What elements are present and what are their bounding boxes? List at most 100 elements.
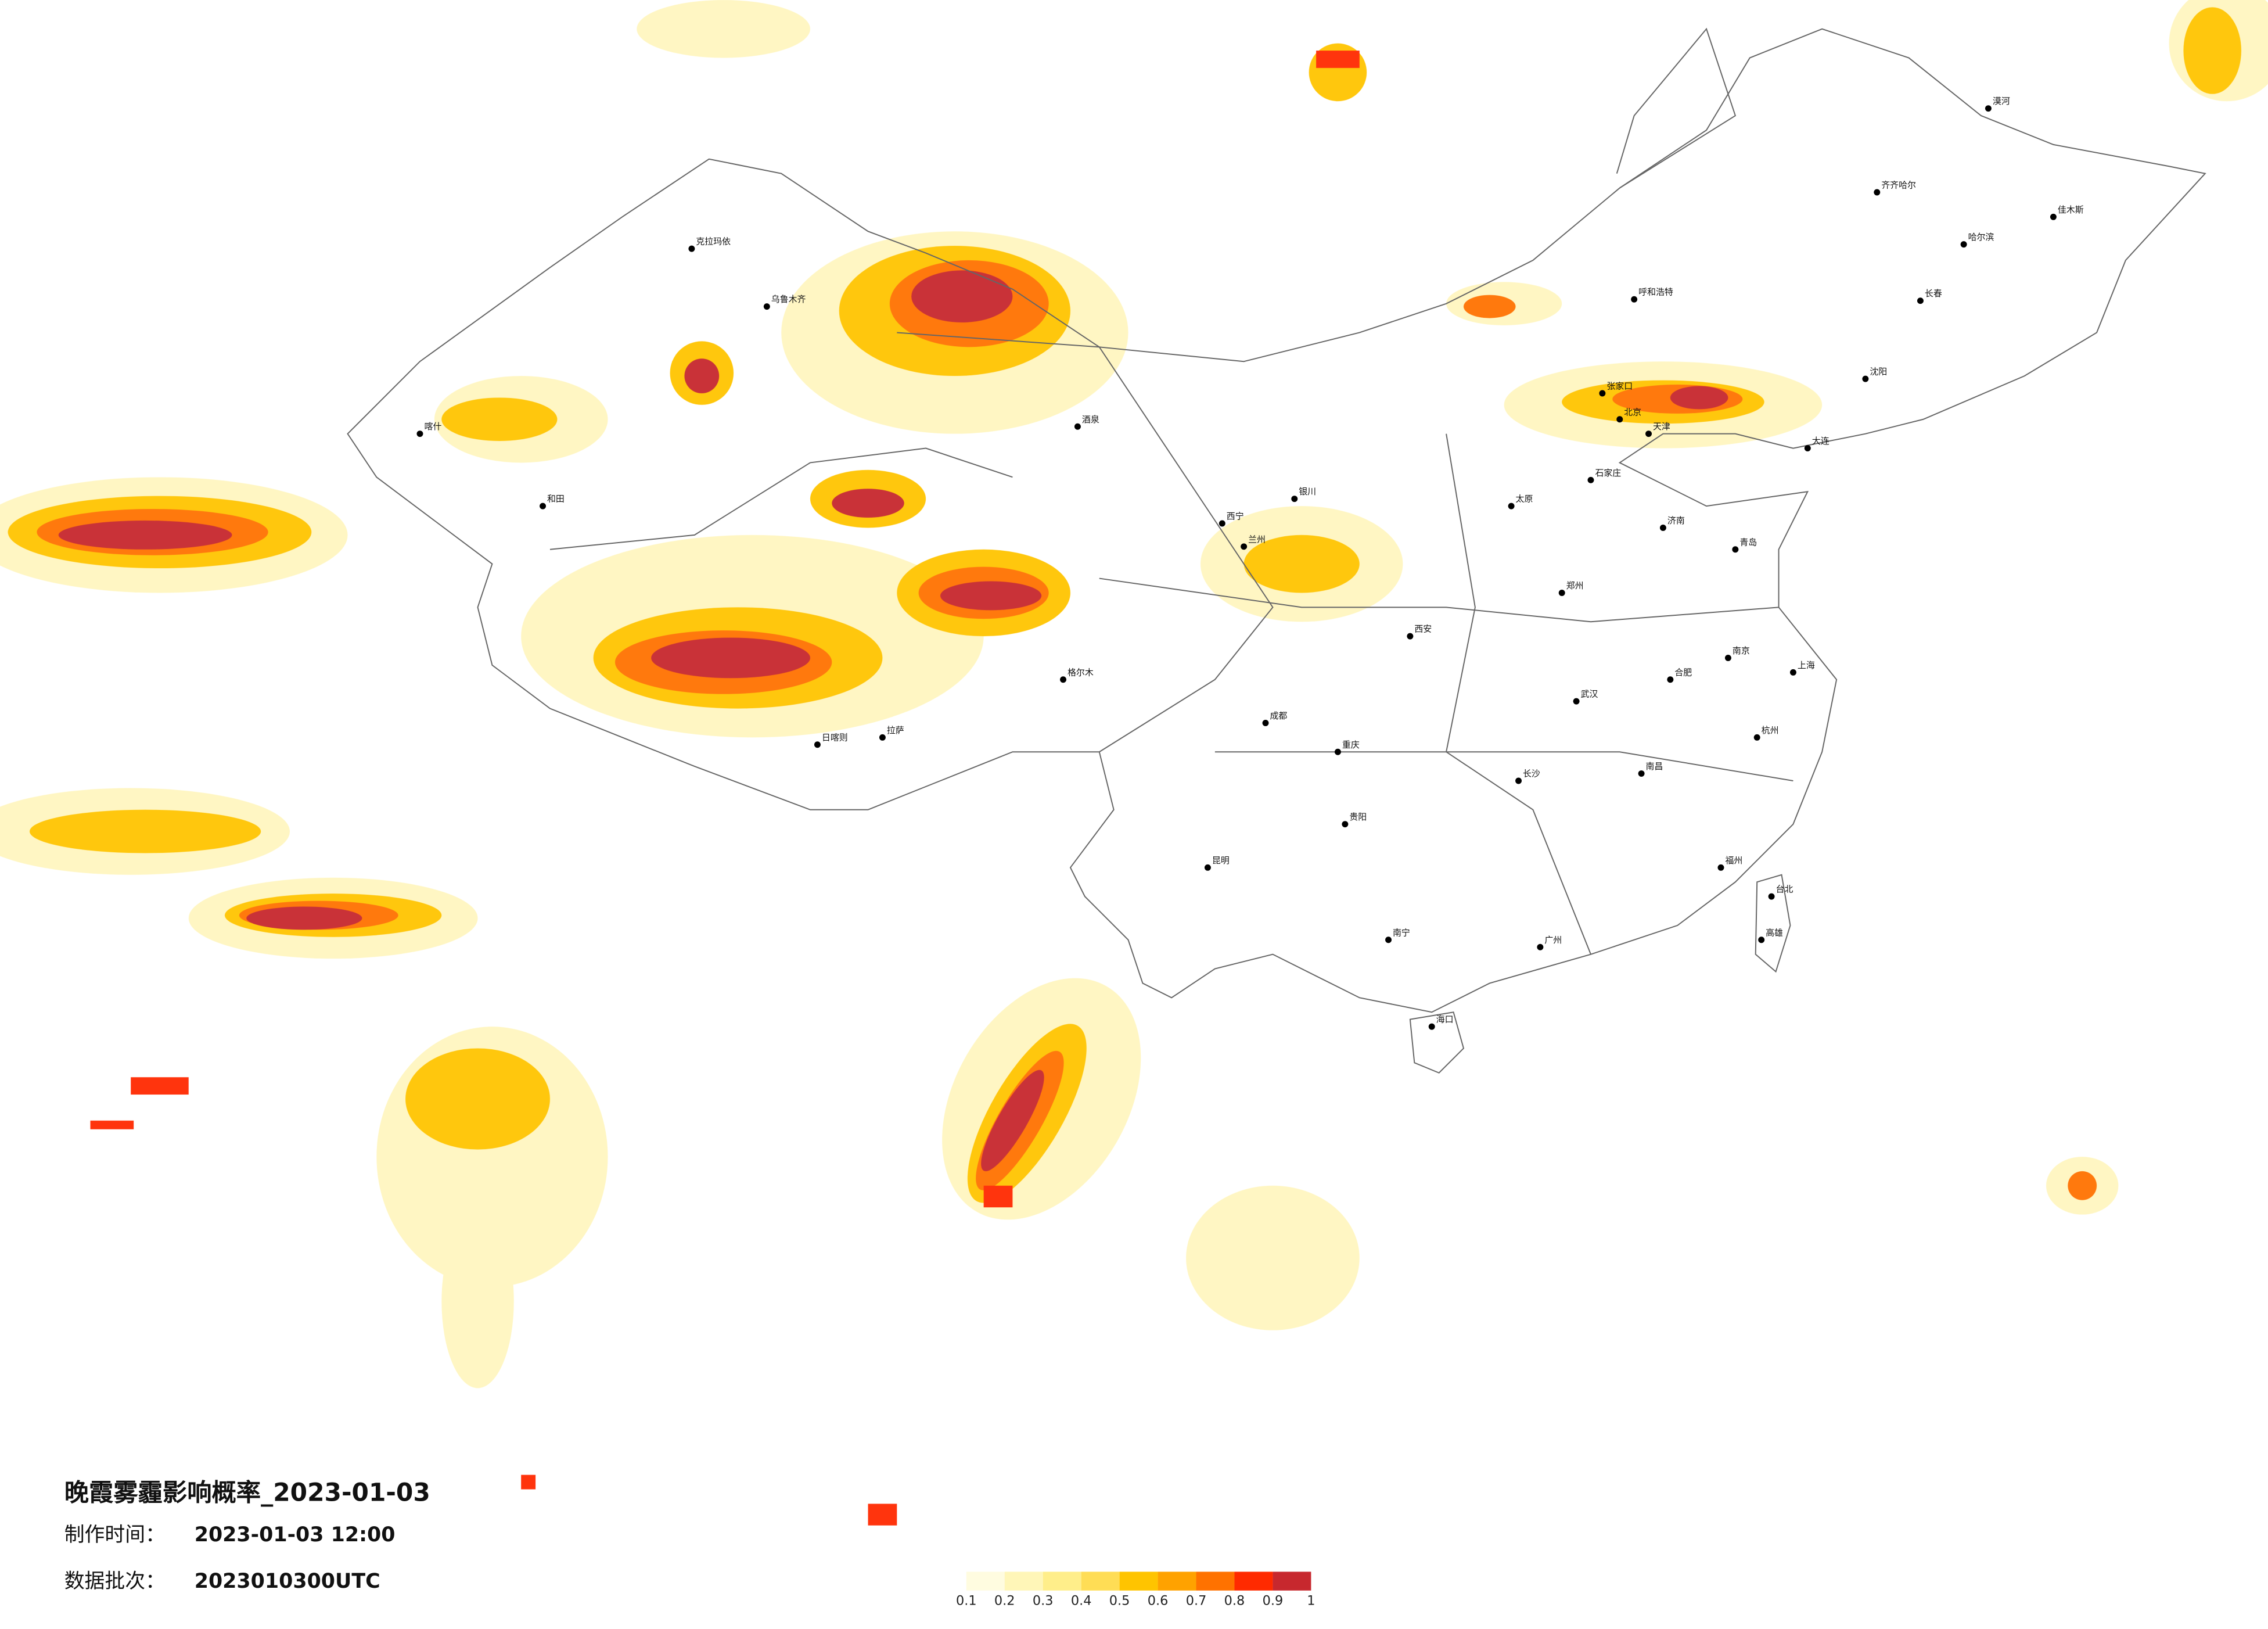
city-dot [540, 503, 547, 509]
legend-swatch [1273, 1571, 1311, 1591]
city-dot [1407, 633, 1414, 640]
city-label: 哈尔滨 [1968, 232, 1994, 242]
city-dot [1074, 423, 1081, 430]
city-dot [1385, 937, 1392, 943]
city-label: 大连 [1812, 436, 1830, 446]
city-label: 长沙 [1523, 769, 1540, 779]
city-label: 石家庄 [1595, 468, 1621, 478]
city-label: 佳木斯 [2058, 204, 2084, 215]
city-label: 广州 [1544, 935, 1562, 945]
city-label: 银川 [1299, 486, 1316, 497]
city-dot [1985, 105, 1992, 112]
city-label: 喀什 [424, 421, 441, 432]
city-dot [1874, 189, 1881, 196]
legend-tick-label: 0.8 [1224, 1594, 1245, 1609]
city-label: 上海 [1798, 660, 1815, 670]
city-dot [1573, 698, 1580, 705]
city-label: 昆明 [1212, 855, 1230, 866]
city-dot [1758, 937, 1765, 943]
city-label: 台北 [1776, 884, 1793, 895]
legend-tick-label: 1 [1307, 1594, 1315, 1609]
city-label: 酒泉 [1082, 414, 1099, 425]
legend-tick-label: 0.1 [956, 1594, 977, 1609]
city-dot [1616, 416, 1623, 423]
city-label: 南昌 [1646, 761, 1663, 772]
city-label: 福州 [1725, 855, 1742, 866]
city-label: 漠河 [1993, 96, 2010, 106]
city-label: 和田 [547, 494, 565, 504]
city-dot [1219, 520, 1225, 527]
city-label: 济南 [1667, 515, 1685, 526]
city-dot [1667, 676, 1674, 683]
legend-swatch [966, 1571, 1005, 1591]
city-dot [1960, 241, 1967, 248]
legend: 0.1 0.2 0.3 0.4 0.5 0.6 0.7 0.8 0.9 1 [956, 1571, 1315, 1609]
city-dot [763, 303, 770, 310]
city-label: 重庆 [1342, 740, 1360, 750]
city-label: 长春 [1925, 288, 1942, 299]
city-dot [2050, 213, 2057, 220]
city-dot [416, 430, 423, 437]
city-label: 太原 [1516, 494, 1533, 504]
city-label: 北京 [1624, 407, 1641, 417]
meta-label: 数据批次： [64, 1570, 166, 1593]
city-dot [1717, 864, 1724, 871]
city-label: 郑州 [1566, 580, 1584, 591]
legend-swatch [1234, 1571, 1273, 1591]
city-dot [1558, 589, 1565, 596]
city-dot [688, 245, 695, 252]
city-label: 成都 [1270, 711, 1287, 721]
city-label: 南京 [1733, 645, 1750, 656]
city-dot [1638, 770, 1645, 777]
city-dot [1753, 734, 1760, 741]
city-label: 贵阳 [1349, 812, 1367, 822]
city-label: 格尔木 [1067, 667, 1094, 677]
borders [347, 27, 2206, 1074]
city-dot [1262, 719, 1269, 726]
legend-tick-label: 0.5 [1109, 1594, 1130, 1609]
city-label: 合肥 [1674, 667, 1692, 677]
legend-tick-label: 0.6 [1148, 1594, 1169, 1609]
city-dot [1291, 496, 1298, 503]
legend-tick-label: 0.7 [1186, 1594, 1207, 1609]
city-dot [1789, 669, 1796, 676]
city-label: 拉萨 [887, 725, 904, 735]
city-dot [1631, 296, 1638, 303]
legend-tick-label: 0.3 [1033, 1594, 1054, 1609]
city-dot [1804, 445, 1811, 452]
legend-swatch [1081, 1571, 1120, 1591]
city-dot [1599, 390, 1606, 397]
legend-swatch [1158, 1571, 1196, 1591]
city-label: 齐齐哈尔 [1881, 180, 1916, 191]
city-label: 西安 [1414, 624, 1432, 634]
legend-swatch [1043, 1571, 1081, 1591]
meta-label: 制作时间： [64, 1523, 166, 1547]
city-dot [1241, 543, 1248, 550]
city-dot [1587, 476, 1594, 483]
city-dot [1508, 503, 1515, 509]
city-dot [1732, 546, 1739, 553]
legend-tick-label: 0.2 [994, 1594, 1015, 1609]
city-label: 武汉 [1581, 689, 1598, 699]
city-dot [879, 734, 886, 741]
city-dot [1537, 943, 1544, 950]
city-dot [1060, 676, 1067, 683]
legend-swatch [1004, 1571, 1043, 1591]
city-label: 杭州 [1762, 725, 1779, 735]
city-label: 张家口 [1606, 381, 1633, 392]
city-label: 乌鲁木齐 [771, 294, 806, 304]
city-dot [1768, 893, 1775, 900]
meta-value: 2023-01-03 12:00 [195, 1523, 396, 1547]
city-dot [1659, 524, 1666, 531]
legend-tick-label: 0.9 [1263, 1594, 1284, 1609]
city-dot [1515, 777, 1522, 784]
meta-value: 2023010300UTC [195, 1570, 380, 1593]
city-dot [1428, 1023, 1435, 1030]
city-label: 青岛 [1739, 537, 1757, 547]
city-label: 克拉玛依 [696, 236, 731, 247]
city-label: 沈阳 [1870, 367, 1887, 377]
legend-tick-label: 0.4 [1071, 1594, 1092, 1609]
